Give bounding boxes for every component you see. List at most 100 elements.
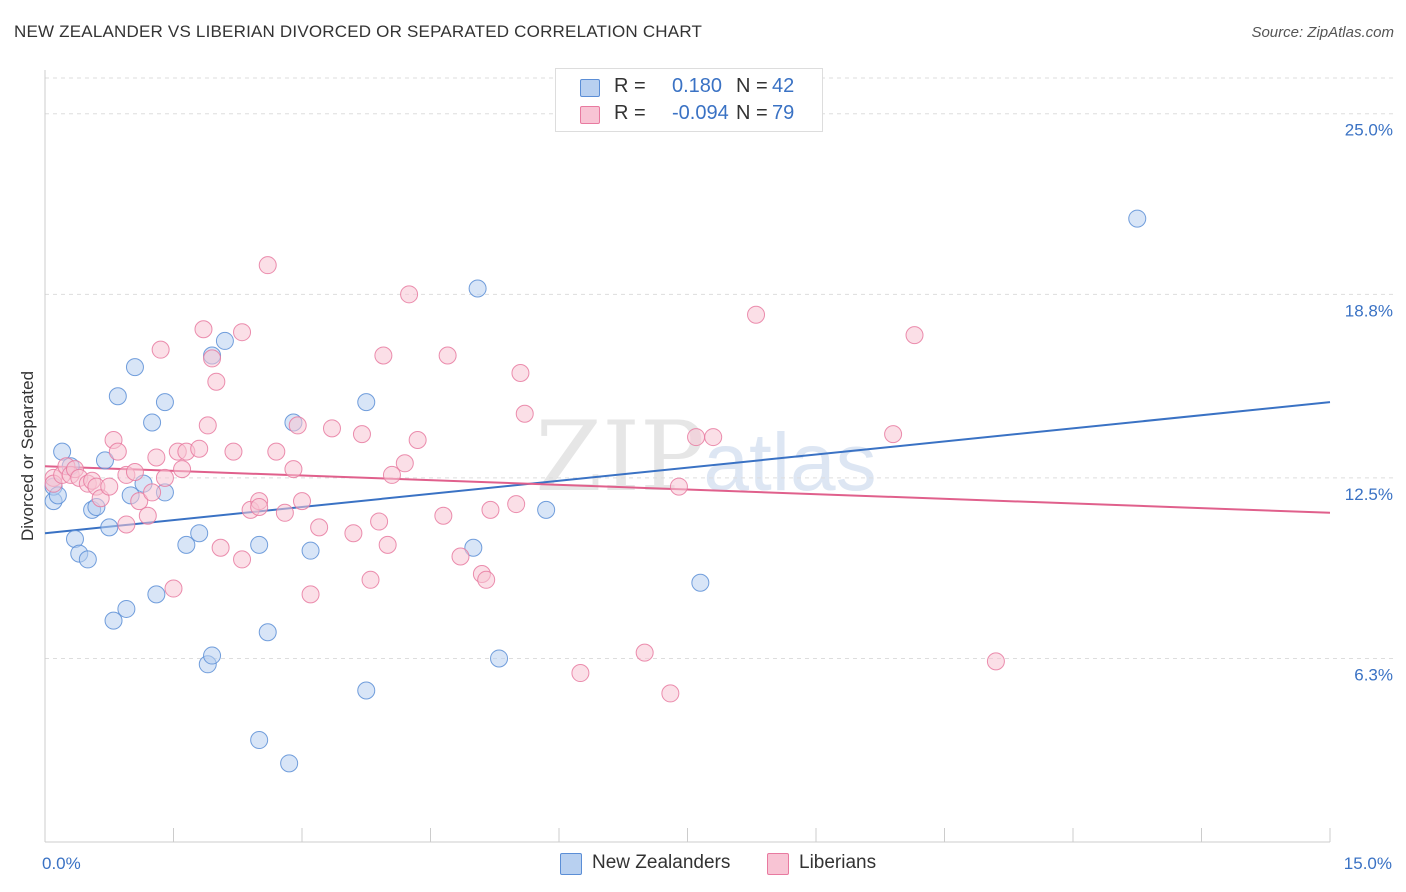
- data-point: [691, 573, 710, 592]
- legend-r-label: R =: [614, 102, 646, 124]
- data-point: [370, 512, 389, 531]
- data-point: [468, 279, 487, 298]
- data-point: [408, 430, 427, 449]
- data-point: [438, 346, 457, 365]
- trend-line: [44, 465, 1331, 514]
- data-point: [147, 585, 166, 604]
- data-point: [250, 731, 269, 750]
- axes: [44, 70, 1331, 843]
- legend-r-label: R =: [614, 75, 646, 97]
- data-point: [95, 451, 114, 470]
- data-point: [669, 477, 688, 496]
- data-point: [395, 454, 414, 473]
- data-points: [44, 209, 1147, 773]
- data-point: [190, 524, 209, 543]
- data-point: [275, 503, 294, 522]
- legend-r-value: -0.094: [672, 102, 729, 124]
- data-point: [451, 547, 470, 566]
- source-label: Source: ZipAtlas.com: [1251, 24, 1394, 41]
- chart-title: NEW ZEALANDER VS LIBERIAN DIVORCED OR SE…: [14, 22, 703, 41]
- data-point: [267, 442, 286, 461]
- data-point: [704, 428, 723, 447]
- data-point: [687, 428, 706, 447]
- data-point: [164, 579, 183, 598]
- data-point: [361, 570, 380, 589]
- legend-swatch-pink: [580, 106, 600, 124]
- data-point: [117, 515, 136, 534]
- tick-labels: 6.3% 12.5% 18.8% 25.0% 0.0% 15.0%: [42, 121, 1393, 873]
- data-point: [258, 623, 277, 642]
- data-point: [233, 323, 252, 342]
- data-point: [207, 372, 226, 391]
- data-point: [100, 518, 119, 537]
- legend-swatch-blue: [580, 79, 600, 97]
- data-point: [661, 684, 680, 703]
- data-point: [374, 346, 393, 365]
- data-point: [986, 652, 1005, 671]
- data-point: [310, 518, 329, 537]
- data-point: [190, 439, 209, 458]
- data-point: [288, 416, 307, 435]
- data-point: [635, 643, 654, 662]
- data-point: [151, 340, 170, 359]
- legend-n-label: N =: [736, 102, 768, 124]
- data-point: [400, 285, 419, 304]
- data-point: [322, 419, 341, 438]
- series-name: New Zealanders: [592, 852, 731, 873]
- data-point: [515, 404, 534, 423]
- data-point: [203, 646, 222, 665]
- data-point: [378, 535, 397, 554]
- data-point: [143, 483, 162, 502]
- data-point: [537, 500, 556, 519]
- data-point: [250, 497, 269, 516]
- data-point: [490, 649, 509, 668]
- data-point: [280, 754, 299, 773]
- series-swatch-pink: [767, 853, 789, 875]
- watermark-zip: ZIP: [535, 401, 704, 513]
- data-point: [108, 387, 127, 406]
- data-point: [155, 393, 174, 412]
- data-point: [511, 363, 530, 382]
- data-point: [382, 465, 401, 484]
- data-point: [117, 599, 136, 618]
- data-point: [352, 425, 371, 444]
- data-point: [250, 535, 269, 554]
- data-point: [198, 416, 217, 435]
- data-point: [130, 492, 149, 511]
- data-point: [357, 681, 376, 700]
- data-point: [177, 535, 196, 554]
- data-point: [78, 550, 97, 569]
- data-point: [905, 326, 924, 345]
- data-point: [147, 448, 166, 467]
- y-tick-label: 18.8%: [1345, 301, 1393, 320]
- data-point: [301, 541, 320, 560]
- data-point: [284, 460, 303, 479]
- y-tick-label: 12.5%: [1345, 485, 1393, 504]
- data-point: [293, 492, 311, 511]
- data-point: [215, 331, 234, 350]
- data-point: [344, 524, 363, 543]
- data-point: [481, 500, 500, 519]
- data-point: [125, 358, 144, 377]
- y-tick-label: 25.0%: [1345, 121, 1393, 140]
- data-point: [477, 570, 496, 589]
- x-tick-label: 0.0%: [42, 854, 81, 873]
- watermark: ZIP atlas: [535, 401, 876, 513]
- data-point: [100, 477, 119, 496]
- series-swatch-blue: [560, 853, 582, 875]
- data-point: [258, 256, 277, 275]
- data-point: [125, 463, 144, 482]
- data-point: [884, 425, 903, 444]
- data-point: [211, 538, 230, 557]
- series-name: Liberians: [799, 852, 877, 873]
- data-point: [434, 506, 453, 525]
- data-point: [138, 506, 157, 525]
- legend-r-value: 0.180: [672, 75, 723, 97]
- data-point: [507, 495, 526, 514]
- data-point: [108, 442, 127, 461]
- legend-n-value: 42: [772, 75, 795, 97]
- data-point: [173, 460, 192, 479]
- data-point: [224, 442, 243, 461]
- legend-n-label: N =: [736, 75, 768, 97]
- legend-n-value: 79: [772, 102, 795, 124]
